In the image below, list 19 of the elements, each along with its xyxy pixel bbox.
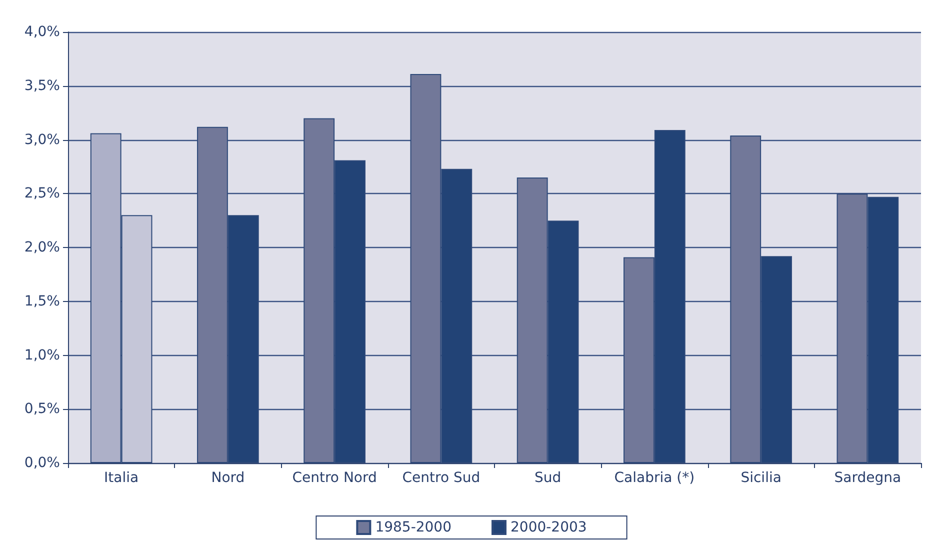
y-tick-label: 1,5%	[24, 293, 60, 310]
y-tick-label: 4,0%	[24, 24, 60, 40]
y-tick-label: 2,0%	[24, 240, 60, 256]
x-tick-label: Sicilia	[740, 470, 782, 486]
y-tick-label: 1,0%	[24, 347, 60, 364]
x-tick-label: Sardegna	[834, 470, 902, 486]
legend-label: 2000-2003	[510, 520, 587, 536]
y-tick-label: 3,5%	[24, 78, 60, 94]
x-tick-label: Nord	[211, 470, 245, 486]
x-tick-label: Centro Nord	[292, 470, 377, 486]
x-tick-label: Sud	[534, 470, 562, 486]
x-tick-label: Italia	[104, 470, 139, 486]
y-tick-label: 3,0%	[24, 132, 60, 148]
x-tick-label: Calabria (*)	[614, 470, 695, 486]
y-tick-label: 0,0%	[24, 455, 60, 471]
y-tick-label: 2,5%	[24, 186, 60, 202]
x-tick-label: Centro Sud	[402, 470, 480, 486]
y-tick-label: 0,5%	[24, 401, 60, 418]
legend-label: 1985-2000	[375, 520, 452, 536]
